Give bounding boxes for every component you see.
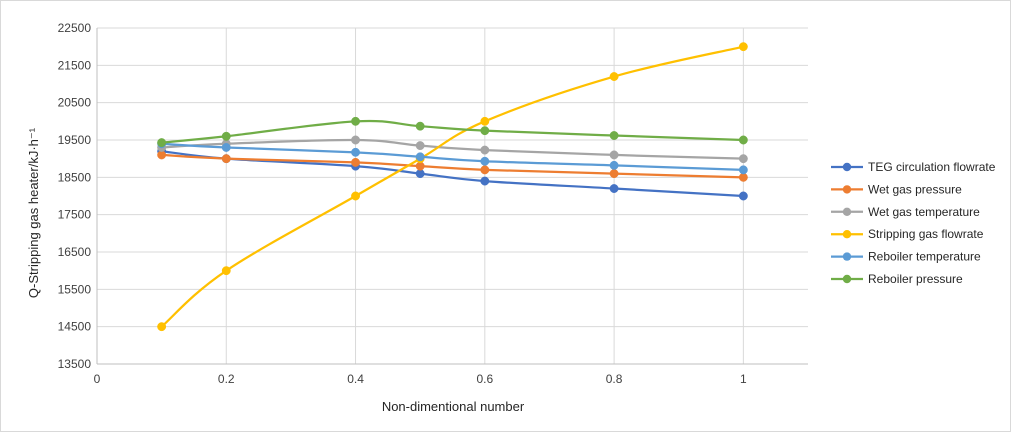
data-point-reboiler-pressure [480, 126, 490, 136]
data-point-reboiler-temperature [480, 156, 490, 166]
legend-item-teg-circulation-flowrate: TEG circulation flowrate [831, 160, 996, 174]
series-lines [157, 42, 748, 332]
data-point-wet-gas-temperature [351, 135, 360, 145]
legend-item-wet-gas-pressure: Wet gas pressure [831, 182, 962, 196]
legend-label: Wet gas temperature [868, 205, 980, 219]
x-axis-ticks: 0 0.2 0.4 0.6 0.8 1 [94, 372, 747, 386]
legend-swatch-marker [842, 162, 852, 172]
data-point-reboiler-pressure [221, 131, 231, 141]
data-point-stripping-gas-flowrate [480, 116, 490, 126]
data-point-teg-circulation-flowrate [415, 169, 425, 179]
grid-lines [96, 27, 808, 365]
data-point-wet-gas-temperature [415, 141, 425, 151]
series-wet-gas-temperature [157, 135, 748, 164]
data-point-teg-circulation-flowrate [480, 176, 490, 186]
series-stripping-gas-flowrate [157, 42, 748, 332]
legend-label: Reboiler temperature [868, 250, 981, 264]
legend-item-reboiler-temperature: Reboiler temperature [831, 250, 981, 264]
legend-label: Stripping gas flowrate [868, 227, 984, 241]
y-tick-label: 15500 [58, 282, 92, 296]
x-tick-label: 1 [740, 372, 747, 386]
series-line-stripping-gas-flowrate [160, 45, 744, 328]
y-tick-label: 17500 [58, 208, 92, 222]
data-point-wet-gas-temperature [609, 150, 619, 160]
data-point-wet-gas-pressure [351, 157, 360, 167]
legend-label: Wet gas pressure [868, 182, 962, 196]
data-point-stripping-gas-flowrate [221, 266, 231, 276]
data-point-reboiler-pressure [351, 116, 360, 126]
data-point-reboiler-pressure [738, 135, 748, 145]
data-point-wet-gas-pressure [415, 161, 425, 171]
data-point-reboiler-pressure [415, 121, 425, 131]
x-axis-title: Non-dimentional number [382, 399, 525, 414]
x-tick-label: 0.8 [606, 372, 623, 386]
y-tick-label: 22500 [58, 21, 92, 35]
legend-label: TEG circulation flowrate [868, 160, 996, 174]
data-point-reboiler-temperature [738, 165, 748, 175]
x-tick-label: 0 [94, 372, 101, 386]
data-point-reboiler-temperature [415, 152, 425, 162]
legend-item-reboiler-pressure: Reboiler pressure [831, 272, 963, 286]
legend-label: Reboiler pressure [868, 272, 963, 286]
y-axis-title: Q-Stripping gas heater/kJ·h⁻¹ [26, 127, 41, 298]
y-axis-ticks: 13500 14500 15500 16500 17500 18500 19500 20500… [58, 21, 92, 371]
data-point-stripping-gas-flowrate [738, 42, 748, 52]
legend-swatch-marker [842, 185, 852, 194]
data-point-stripping-gas-flowrate [609, 72, 619, 81]
legend-item-stripping-gas-flowrate: Stripping gas flowrate [831, 227, 984, 241]
legend: TEG circulation flowrate Wet gas pressure… [831, 160, 996, 286]
data-point-wet-gas-temperature [738, 154, 748, 164]
x-tick-label: 0.2 [218, 372, 235, 386]
series-teg-circulation-flowrate [157, 146, 748, 201]
data-point-wet-gas-pressure [609, 169, 619, 179]
y-tick-label: 13500 [58, 357, 92, 371]
y-tick-label: 20500 [58, 96, 92, 110]
legend-swatch-marker [842, 274, 852, 284]
data-point-stripping-gas-flowrate [351, 191, 360, 201]
legend-swatch-marker [842, 230, 852, 239]
series-reboiler-temperature [157, 139, 748, 175]
legend-swatch-marker [842, 252, 852, 261]
y-tick-label: 14500 [58, 320, 92, 334]
y-tick-label: 16500 [58, 245, 92, 259]
data-point-reboiler-pressure [609, 131, 619, 140]
data-point-wet-gas-pressure [480, 165, 490, 175]
series-line-teg-circulation-flowrate [161, 150, 744, 198]
x-tick-label: 0.4 [347, 372, 364, 386]
data-point-reboiler-temperature [609, 160, 619, 170]
data-point-stripping-gas-flowrate [157, 322, 167, 332]
series-wet-gas-pressure [157, 150, 748, 182]
data-point-wet-gas-temperature [480, 145, 490, 155]
data-point-reboiler-temperature [351, 147, 360, 157]
data-point-wet-gas-pressure [157, 150, 167, 160]
y-tick-label: 18500 [58, 170, 92, 184]
legend-swatch-marker [842, 207, 852, 216]
legend-item-wet-gas-temperature: Wet gas temperature [831, 205, 980, 219]
y-tick-label: 21500 [58, 58, 92, 72]
data-point-teg-circulation-flowrate [609, 184, 619, 193]
data-point-wet-gas-pressure [221, 154, 231, 164]
data-point-reboiler-temperature [221, 143, 231, 152]
series-line-reboiler-pressure [161, 119, 744, 144]
data-point-wet-gas-pressure [738, 172, 748, 182]
series-reboiler-pressure [157, 116, 748, 148]
data-point-reboiler-pressure [157, 138, 167, 148]
x-tick-label: 0.6 [476, 372, 493, 386]
data-point-teg-circulation-flowrate [738, 191, 748, 201]
y-tick-label: 19500 [58, 133, 92, 147]
